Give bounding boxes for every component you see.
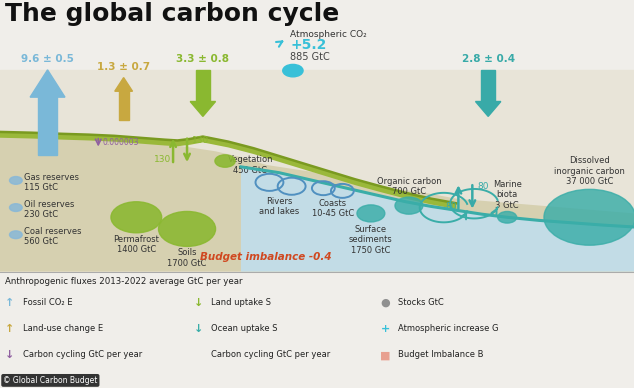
Bar [38, 97, 57, 155]
Text: 9.6 ± 0.5: 9.6 ± 0.5 [21, 54, 74, 64]
Polygon shape [0, 132, 456, 209]
Circle shape [215, 155, 235, 167]
Circle shape [111, 202, 162, 233]
Polygon shape [241, 167, 634, 272]
Text: Oil reserves
230 GtC: Oil reserves 230 GtC [24, 200, 74, 219]
Text: Anthropogenic fluxes 2013-2022 average GtC per year: Anthropogenic fluxes 2013-2022 average G… [5, 277, 243, 286]
Text: ↑: ↑ [5, 298, 15, 308]
Bar [0, 70, 634, 272]
Text: Budget imbalance -0.4: Budget imbalance -0.4 [200, 252, 332, 262]
Text: 3.3 ± 0.8: 3.3 ± 0.8 [176, 54, 230, 64]
Circle shape [10, 204, 22, 211]
Circle shape [283, 64, 303, 77]
Text: 130: 130 [154, 155, 171, 164]
Bar [196, 70, 210, 102]
Circle shape [357, 205, 385, 222]
Text: 2.8 ± 0.4: 2.8 ± 0.4 [462, 54, 515, 64]
Bar [481, 70, 495, 102]
Polygon shape [476, 102, 501, 116]
Text: Dissolved
inorganic carbon
37 000 GtC: Dissolved inorganic carbon 37 000 GtC [554, 156, 625, 186]
Text: © Global Carbon Budget: © Global Carbon Budget [3, 376, 98, 385]
Text: 130: 130 [192, 136, 209, 145]
Text: ↓: ↓ [5, 350, 15, 360]
Text: Permafrost
1400 GtC: Permafrost 1400 GtC [113, 235, 159, 254]
Text: 885 GtC: 885 GtC [290, 52, 330, 62]
Polygon shape [190, 102, 216, 116]
Text: +: + [380, 324, 390, 334]
Text: Land uptake S: Land uptake S [211, 298, 271, 307]
Text: 0.000003: 0.000003 [103, 138, 139, 147]
Text: ●: ● [380, 298, 390, 308]
Text: Fossil CO₂ E: Fossil CO₂ E [23, 298, 72, 307]
Text: ↓: ↓ [193, 298, 203, 308]
Text: 80: 80 [445, 202, 456, 211]
Text: Carbon cycling GtC per year: Carbon cycling GtC per year [23, 350, 142, 359]
Bar [119, 91, 129, 120]
Circle shape [10, 231, 22, 239]
Text: ↑: ↑ [5, 324, 15, 334]
Text: Land-use change E: Land-use change E [23, 324, 103, 333]
Text: The global carbon cycle: The global carbon cycle [5, 2, 339, 26]
Text: Atmospheric CO₂: Atmospheric CO₂ [290, 30, 367, 39]
Text: +5.2: +5.2 [290, 38, 327, 52]
Text: ■: ■ [380, 350, 391, 360]
Circle shape [544, 189, 634, 245]
Text: Surface
sediments
1750 GtC: Surface sediments 1750 GtC [349, 225, 393, 255]
Polygon shape [0, 132, 634, 272]
Text: Gas reserves
115 GtC: Gas reserves 115 GtC [24, 173, 79, 192]
Text: 80: 80 [477, 182, 489, 191]
Text: Stocks GtC: Stocks GtC [398, 298, 444, 307]
Circle shape [158, 211, 216, 246]
Text: Rivers
and lakes: Rivers and lakes [259, 197, 299, 216]
Text: Budget Imbalance B: Budget Imbalance B [398, 350, 484, 359]
Text: Vegetation
450 GtC: Vegetation 450 GtC [228, 155, 273, 175]
Text: Marine
biota
3 GtC: Marine biota 3 GtC [493, 180, 522, 210]
Text: ↓: ↓ [193, 324, 203, 334]
Text: Ocean uptake S: Ocean uptake S [211, 324, 278, 333]
Text: Soils
1700 GtC: Soils 1700 GtC [167, 248, 207, 268]
Text: Coasts
10-45 GtC: Coasts 10-45 GtC [312, 199, 354, 218]
Text: 1.3 ± 0.7: 1.3 ± 0.7 [97, 62, 150, 72]
Circle shape [10, 177, 22, 184]
Text: Atmospheric increase G: Atmospheric increase G [398, 324, 499, 333]
Polygon shape [30, 70, 65, 97]
Polygon shape [115, 78, 133, 91]
Circle shape [395, 197, 423, 214]
Text: Carbon cycling GtC per year: Carbon cycling GtC per year [211, 350, 330, 359]
Text: Coal reserves
560 GtC: Coal reserves 560 GtC [24, 227, 82, 246]
Circle shape [498, 211, 517, 223]
Text: Organic carbon
700 GtC: Organic carbon 700 GtC [377, 177, 441, 196]
